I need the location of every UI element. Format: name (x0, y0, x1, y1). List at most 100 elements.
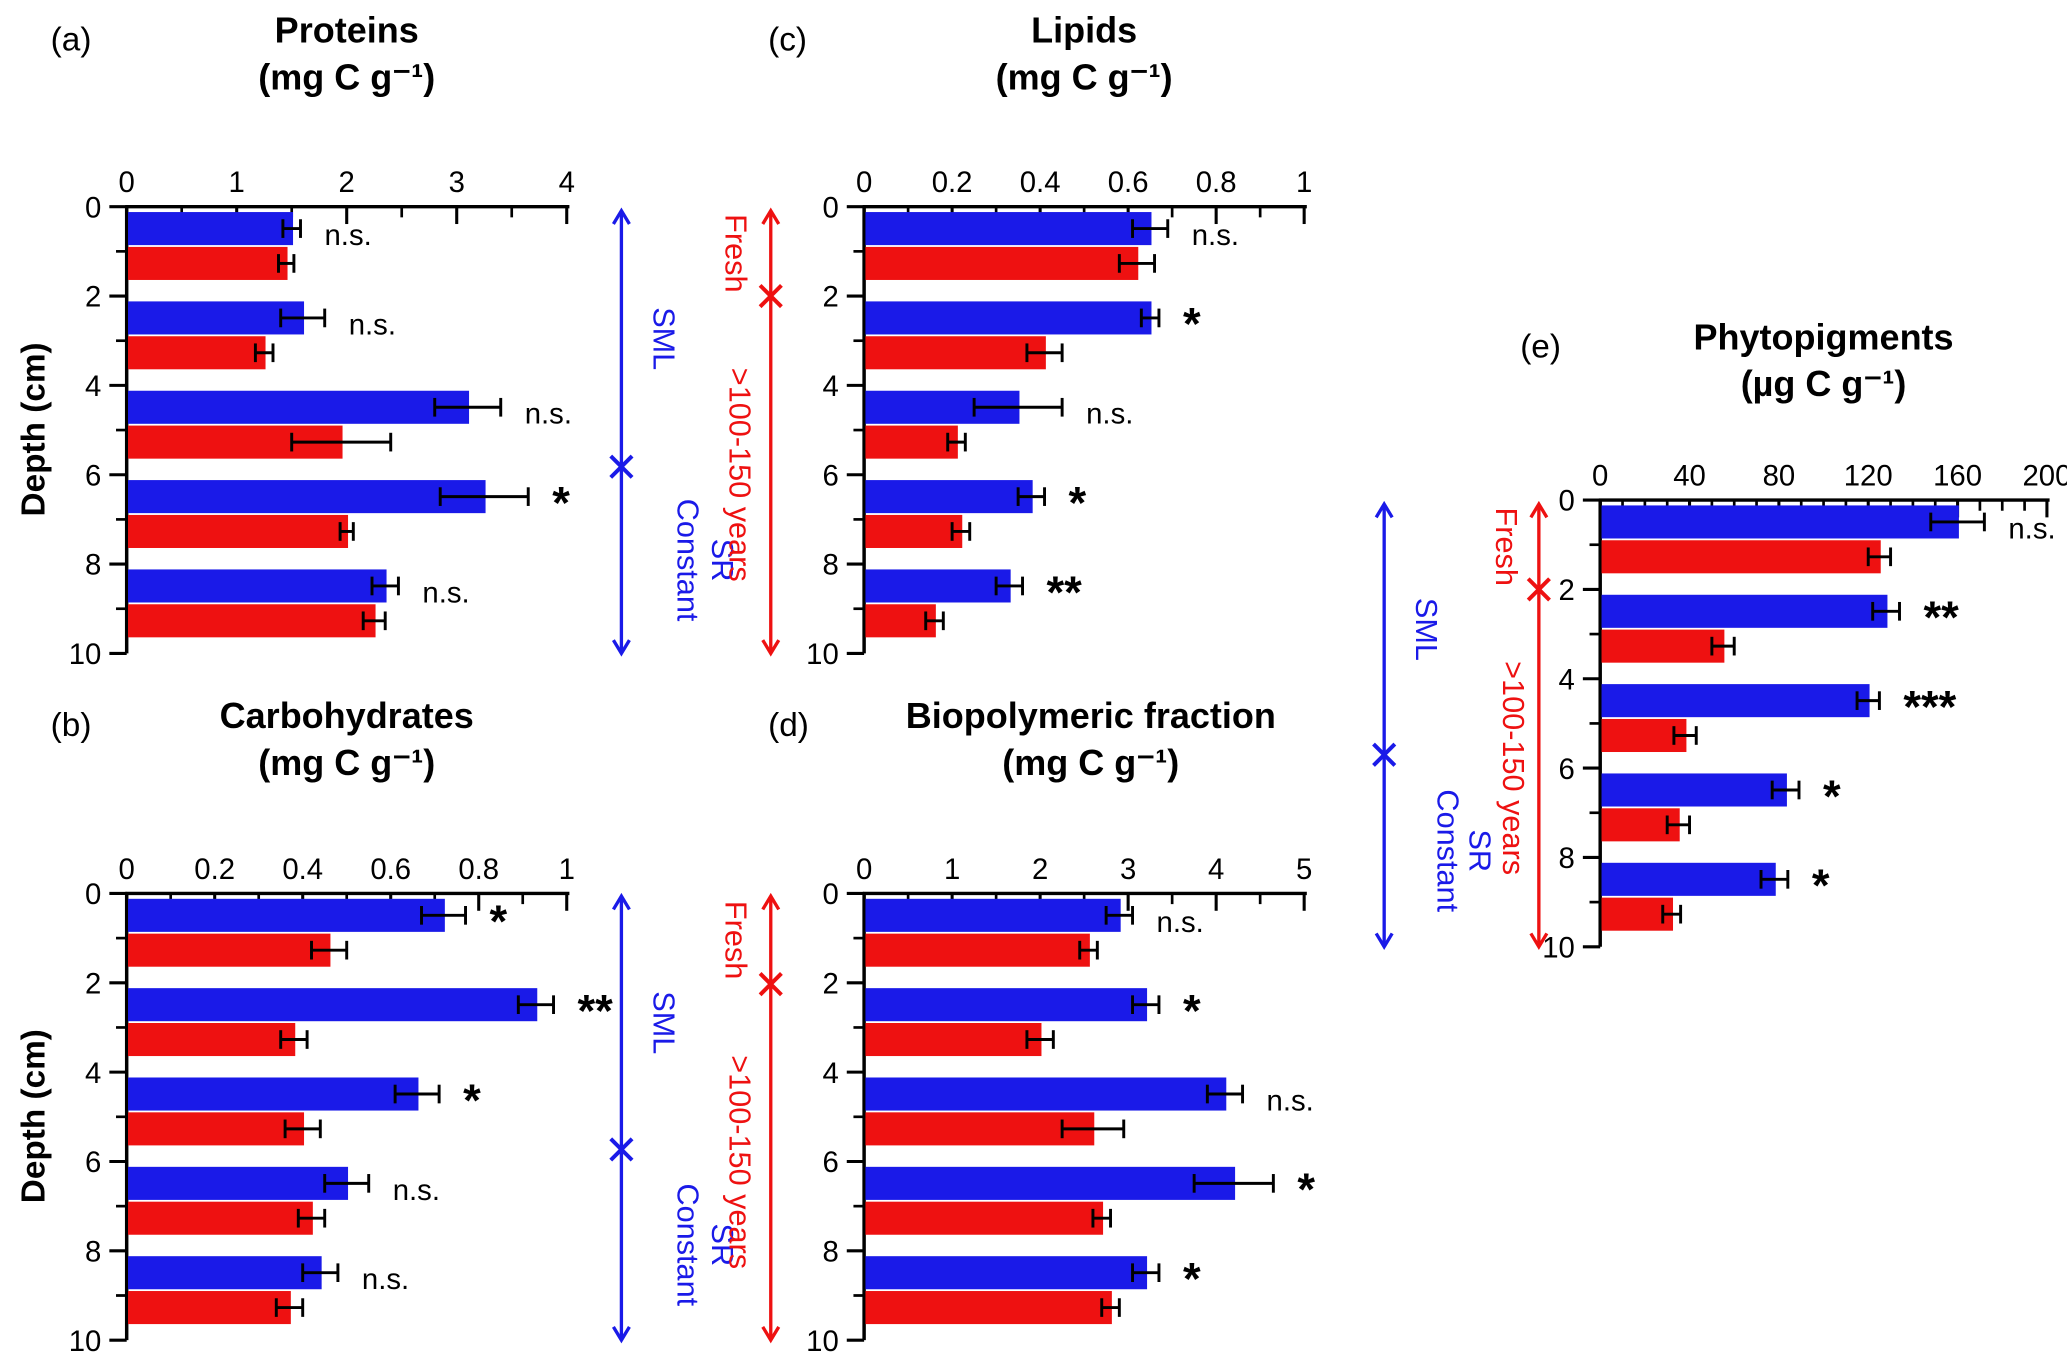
significance-label: n.s. (362, 1263, 409, 1296)
panel-title-e: Phytopigments (µg C g⁻¹) (1600, 315, 2047, 409)
constant-sr-label: Constant (670, 499, 704, 622)
bar-blue-depth-4 (865, 1077, 1227, 1111)
y-tick-label: 0 (85, 191, 101, 224)
y-tick-label: 4 (85, 1057, 101, 1090)
panel-label-e: (e) (1520, 328, 1561, 366)
sml-label: SML (1409, 598, 1443, 661)
panel-title-d: Biopolymeric fraction (mg C g⁻¹) (837, 693, 1344, 787)
x-tick-label: 0 (856, 853, 872, 886)
bar-red-depth-4 (865, 1112, 1095, 1146)
significance-label: n.s. (1192, 219, 1239, 252)
x-tick-label: 4 (1208, 853, 1224, 886)
panel-title-a-text: Proteins (274, 10, 419, 51)
x-tick-label: 1 (229, 166, 245, 199)
significance-label: n.s. (393, 1174, 440, 1207)
y-tick-label: 4 (1559, 663, 1575, 696)
bar-blue-depth-2 (128, 988, 538, 1022)
bar-red-depth-2 (865, 336, 1046, 370)
panel-title-e-text: Phytopigments (1693, 317, 1954, 358)
bar-blue-depth-6 (865, 480, 1033, 514)
bar-red-depth-0 (128, 933, 331, 967)
x-tick-label: 0.6 (1108, 166, 1149, 199)
y-tick-label: 0 (85, 878, 101, 911)
y-tick-label: 0 (822, 191, 838, 224)
constant-sr-label: Constant (670, 1183, 704, 1306)
bar-blue-depth-8 (865, 1256, 1148, 1290)
significance-label: ** (578, 985, 614, 1036)
x-tick-label: 0 (119, 166, 135, 199)
bar-red-depth-2 (128, 336, 266, 370)
bar-blue-depth-2 (865, 301, 1152, 335)
y-tick-label: 6 (822, 459, 838, 492)
panel-title-b-text: Carbohydrates (219, 696, 474, 737)
y-tick-label: 4 (822, 1057, 838, 1090)
bar-red-depth-8 (128, 604, 376, 638)
significance-label: * (463, 1075, 481, 1126)
x-tick-label: 0.6 (370, 853, 411, 886)
bar-blue-depth-8 (1601, 862, 1776, 896)
y-tick-label: 6 (822, 1146, 838, 1179)
bar-red-depth-8 (128, 1291, 291, 1325)
y-tick-label: 8 (1559, 842, 1575, 875)
x-tick-label: 0.2 (932, 166, 973, 199)
significance-label: * (1297, 1164, 1315, 1215)
x-tick-label: 0.8 (1196, 166, 1237, 199)
x-tick-label: 0.4 (1020, 166, 1061, 199)
significance-label: n.s. (1086, 398, 1133, 431)
significance-label: n.s. (2008, 512, 2055, 545)
panel-title-d-units: (mg C g⁻¹) (1002, 742, 1180, 783)
significance-label: * (490, 896, 508, 947)
fresh-label: Fresh (718, 901, 752, 979)
y-tick-label: 4 (822, 370, 838, 403)
bar-blue-depth-4 (128, 1077, 419, 1111)
y-tick-label: 8 (85, 549, 101, 582)
bar-red-depth-0 (128, 246, 288, 280)
x-tick-label: 40 (1673, 459, 1706, 492)
x-tick-label: 3 (449, 166, 465, 199)
constant-sr-label-2: SR (1463, 829, 1497, 872)
y-tick-label: 2 (822, 281, 838, 314)
y-tick-label: 2 (822, 967, 838, 1000)
age-label: >100-150 years (722, 1055, 756, 1269)
significance-label: n.s. (349, 308, 396, 341)
x-tick-label: 5 (1296, 853, 1312, 886)
panel-title-c: Lipids (mg C g⁻¹) (864, 8, 1304, 102)
significance-label: * (1183, 1254, 1201, 1305)
significance-label: * (1183, 299, 1201, 350)
bar-blue-depth-6 (865, 1166, 1236, 1200)
y-tick-label: 2 (85, 281, 101, 314)
significance-label: ** (1047, 567, 1083, 618)
x-tick-label: 0.8 (458, 853, 499, 886)
bar-red-depth-6 (128, 1201, 313, 1235)
significance-label: n.s. (325, 219, 372, 252)
x-tick-label: 0.4 (282, 853, 323, 886)
bar-blue-depth-2 (128, 301, 305, 335)
constant-sr-label-2: SR (705, 1224, 739, 1267)
x-tick-label: 1 (944, 853, 960, 886)
fresh-label: Fresh (718, 214, 752, 292)
age-label: >100-150 years (722, 368, 756, 582)
y-tick-label: 10 (1542, 931, 1575, 964)
bar-blue-depth-4 (128, 390, 470, 424)
y-tick-label: 8 (822, 549, 838, 582)
panel-label-b: (b) (50, 706, 92, 745)
x-tick-label: 80 (1763, 459, 1796, 492)
bar-blue-depth-6 (1601, 773, 1787, 807)
y-tick-label: 10 (69, 638, 102, 671)
panel-title-e-units: (µg C g⁻¹) (1740, 364, 1907, 405)
x-tick-label: 160 (1933, 459, 1982, 492)
panel-label-d: (d) (768, 706, 809, 745)
sml-label: SML (646, 991, 680, 1054)
y-tick-label: 10 (69, 1325, 102, 1358)
significance-label: n.s. (1267, 1084, 1314, 1117)
bar-blue-depth-4 (1601, 684, 1870, 718)
y-tick-label: 6 (85, 1146, 101, 1179)
bar-blue-depth-2 (865, 988, 1148, 1022)
x-tick-label: 0 (119, 853, 135, 886)
